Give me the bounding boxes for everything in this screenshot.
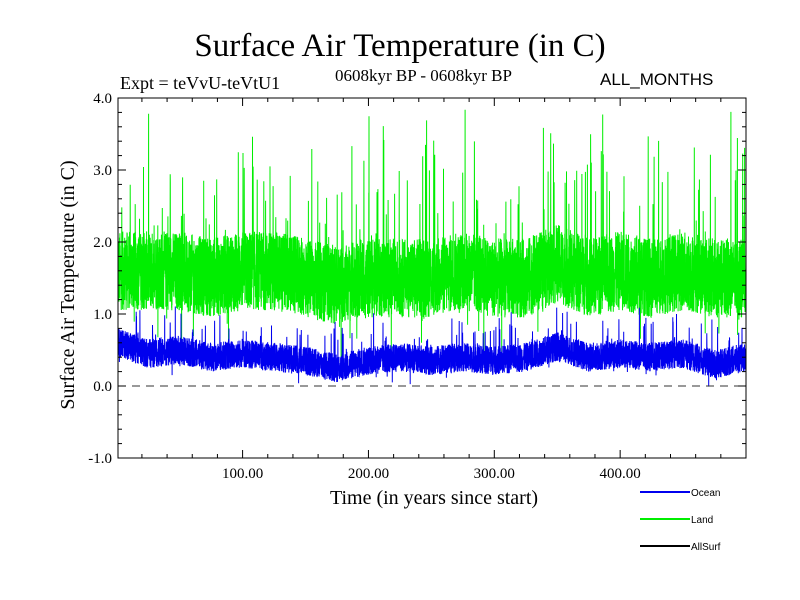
page-title: Surface Air Temperature (in C) <box>194 28 606 64</box>
x-tick-label: 100.00 <box>222 466 263 482</box>
series-group <box>117 109 747 387</box>
series-line-ocean <box>117 306 747 387</box>
legend: Ocean Land AllSurf <box>640 488 721 553</box>
x-tick-label: 300.00 <box>474 466 515 482</box>
legend-label-allsurf: AllSurf <box>691 542 721 553</box>
y-tick-label: 4.0 <box>93 91 112 107</box>
y-tick-label: 2.0 <box>93 235 112 251</box>
y-axis-label: Surface Air Temperature (in C) <box>57 160 79 409</box>
x-axis-label: Time (in years since start) <box>330 487 538 509</box>
months-label: ALL_MONTHS <box>600 70 714 89</box>
legend-label-ocean: Ocean <box>691 488 720 499</box>
experiment-label: Expt = teVvU-teVtU1 <box>120 73 281 93</box>
y-tick-label: -1.0 <box>88 451 112 467</box>
y-tick-label: 3.0 <box>93 163 112 179</box>
x-tick-label: 400.00 <box>600 466 641 482</box>
series-line-land <box>117 109 747 363</box>
legend-label-land: Land <box>691 515 713 526</box>
y-tick-label: 1.0 <box>93 307 112 323</box>
y-tick-label: 0.0 <box>93 379 112 395</box>
x-tick-label: 200.00 <box>348 466 389 482</box>
axis-ticks: 100.00 200.00 300.00 400.00 -1.0 0.0 1.0 2.0 3.0… <box>88 91 746 482</box>
plot-frame <box>117 97 747 459</box>
period-label: 0608kyr BP - 0608kyr BP <box>335 66 512 85</box>
